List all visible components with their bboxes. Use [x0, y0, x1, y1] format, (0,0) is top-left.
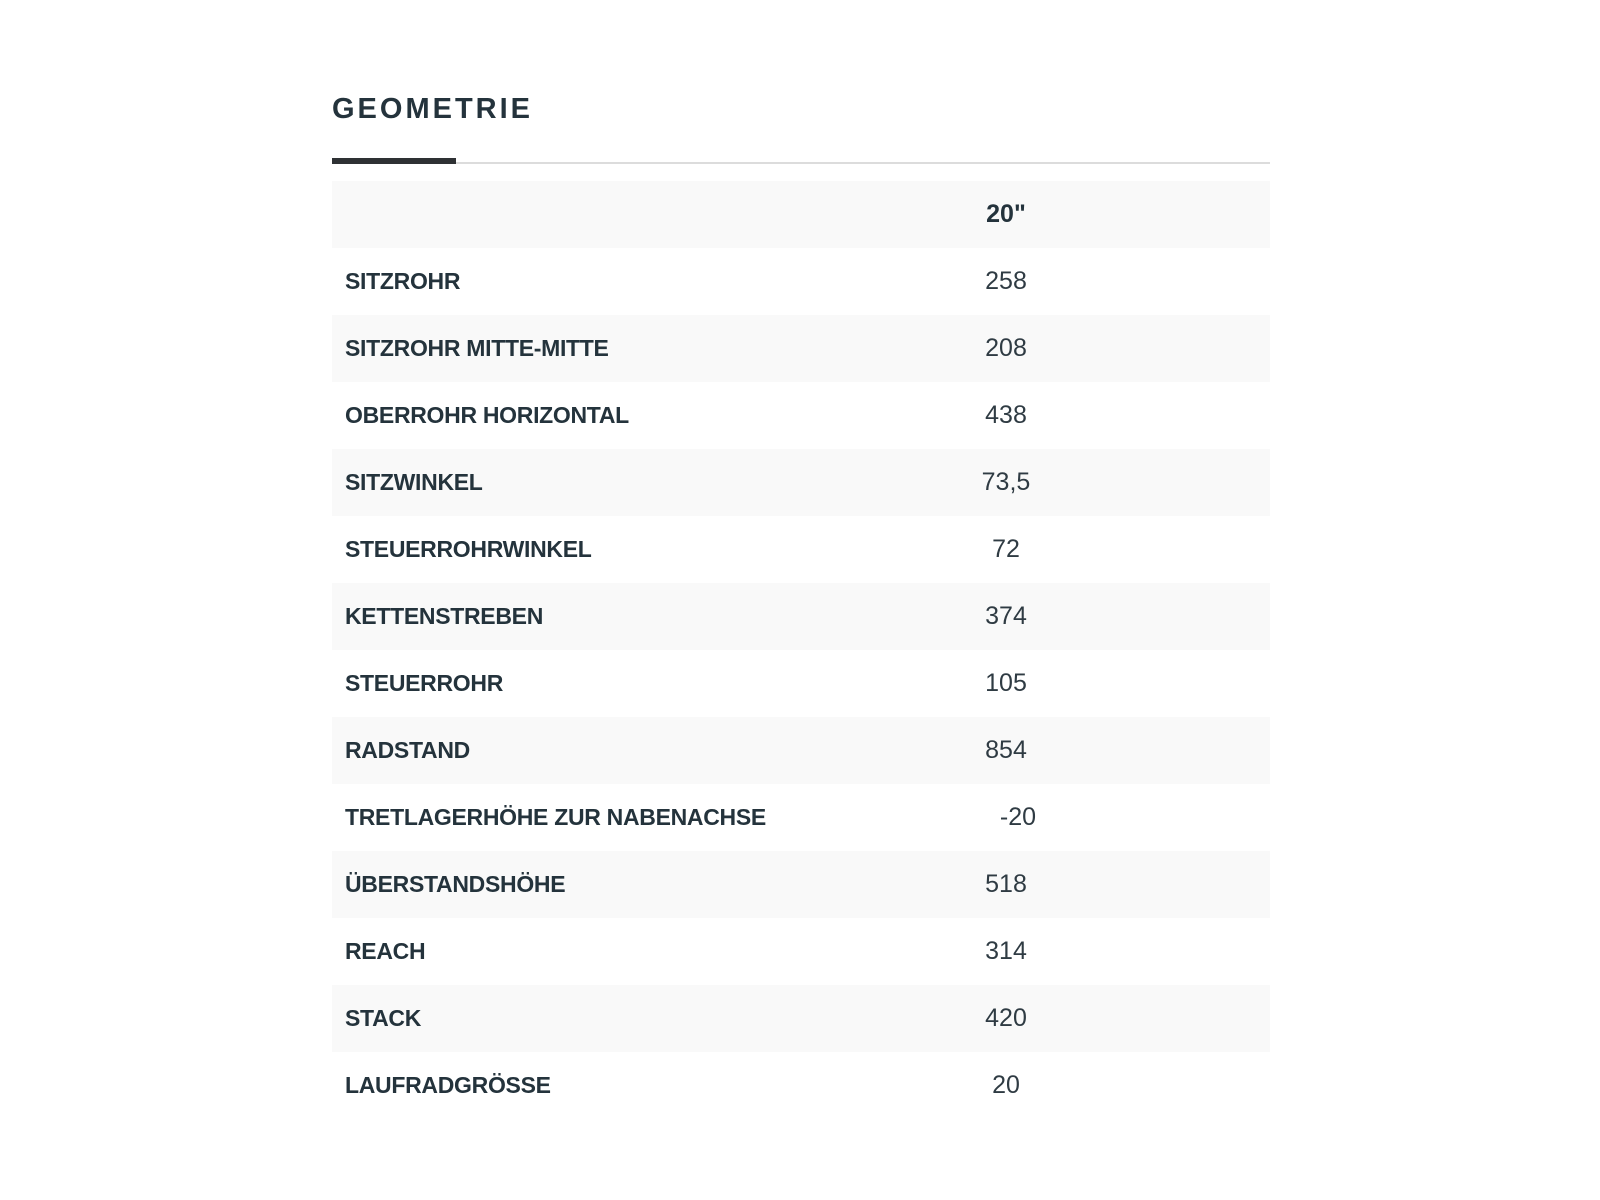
section-divider	[332, 158, 1270, 164]
spec-value: -20	[999, 803, 1037, 831]
spec-label: STACK	[345, 1005, 422, 1031]
spec-label: STEUERROHRWINKEL	[345, 536, 592, 562]
table-row: ÜBERSTANDSHÖHE 518	[332, 851, 1270, 918]
table-row: REACH 314	[332, 918, 1270, 985]
spec-value: 438	[985, 401, 1027, 429]
spec-value: 374	[985, 602, 1027, 630]
table-row: STEUERROHR 105	[332, 650, 1270, 717]
spec-label: STEUERROHR	[345, 670, 504, 696]
spec-value: 73,5	[981, 468, 1031, 496]
spec-label: TRETLAGERHÖHE ZUR NABENACHSE	[345, 804, 766, 830]
table-row: SITZROHR 258	[332, 248, 1270, 315]
size-column-header: 20"	[986, 200, 1026, 228]
table-header-row: 20"	[332, 181, 1270, 248]
divider-line	[332, 162, 1270, 164]
spec-value: 420	[985, 1004, 1027, 1032]
spec-value: 72	[992, 535, 1020, 563]
table-row: STACK 420	[332, 985, 1270, 1052]
table-row: KETTENSTREBEN 374	[332, 583, 1270, 650]
table-row: SITZWINKEL 73,5	[332, 449, 1270, 516]
table-row: OBERROHR HORIZONTAL 438	[332, 382, 1270, 449]
table-row: LAUFRADGRÖSSE 20	[332, 1052, 1270, 1119]
spec-label: OBERROHR HORIZONTAL	[345, 402, 629, 428]
table-row: RADSTAND 854	[332, 717, 1270, 784]
spec-value: 20	[992, 1071, 1020, 1099]
spec-label: ÜBERSTANDSHÖHE	[345, 871, 566, 897]
geometry-table: 20" SITZROHR 258 SITZROHR MITTE-MITTE 20…	[332, 181, 1270, 1119]
table-row: STEUERROHRWINKEL 72	[332, 516, 1270, 583]
spec-value: 105	[985, 669, 1027, 697]
divider-accent	[332, 158, 456, 164]
spec-label: LAUFRADGRÖSSE	[345, 1072, 551, 1098]
spec-value: 208	[985, 334, 1027, 362]
spec-label: RADSTAND	[345, 737, 470, 763]
table-row: SITZROHR MITTE-MITTE 208	[332, 315, 1270, 382]
spec-value: 258	[985, 267, 1027, 295]
spec-value: 854	[985, 736, 1027, 764]
spec-label: SITZWINKEL	[345, 469, 483, 495]
spec-label: REACH	[345, 938, 426, 964]
spec-value: 314	[985, 937, 1027, 965]
page-title: GEOMETRIE	[332, 93, 534, 125]
spec-label: KETTENSTREBEN	[345, 603, 544, 629]
spec-label: SITZROHR MITTE-MITTE	[345, 335, 609, 361]
spec-value: 518	[985, 870, 1027, 898]
table-row: TRETLAGERHÖHE ZUR NABENACHSE -20	[332, 784, 1270, 851]
spec-label: SITZROHR	[345, 268, 461, 294]
